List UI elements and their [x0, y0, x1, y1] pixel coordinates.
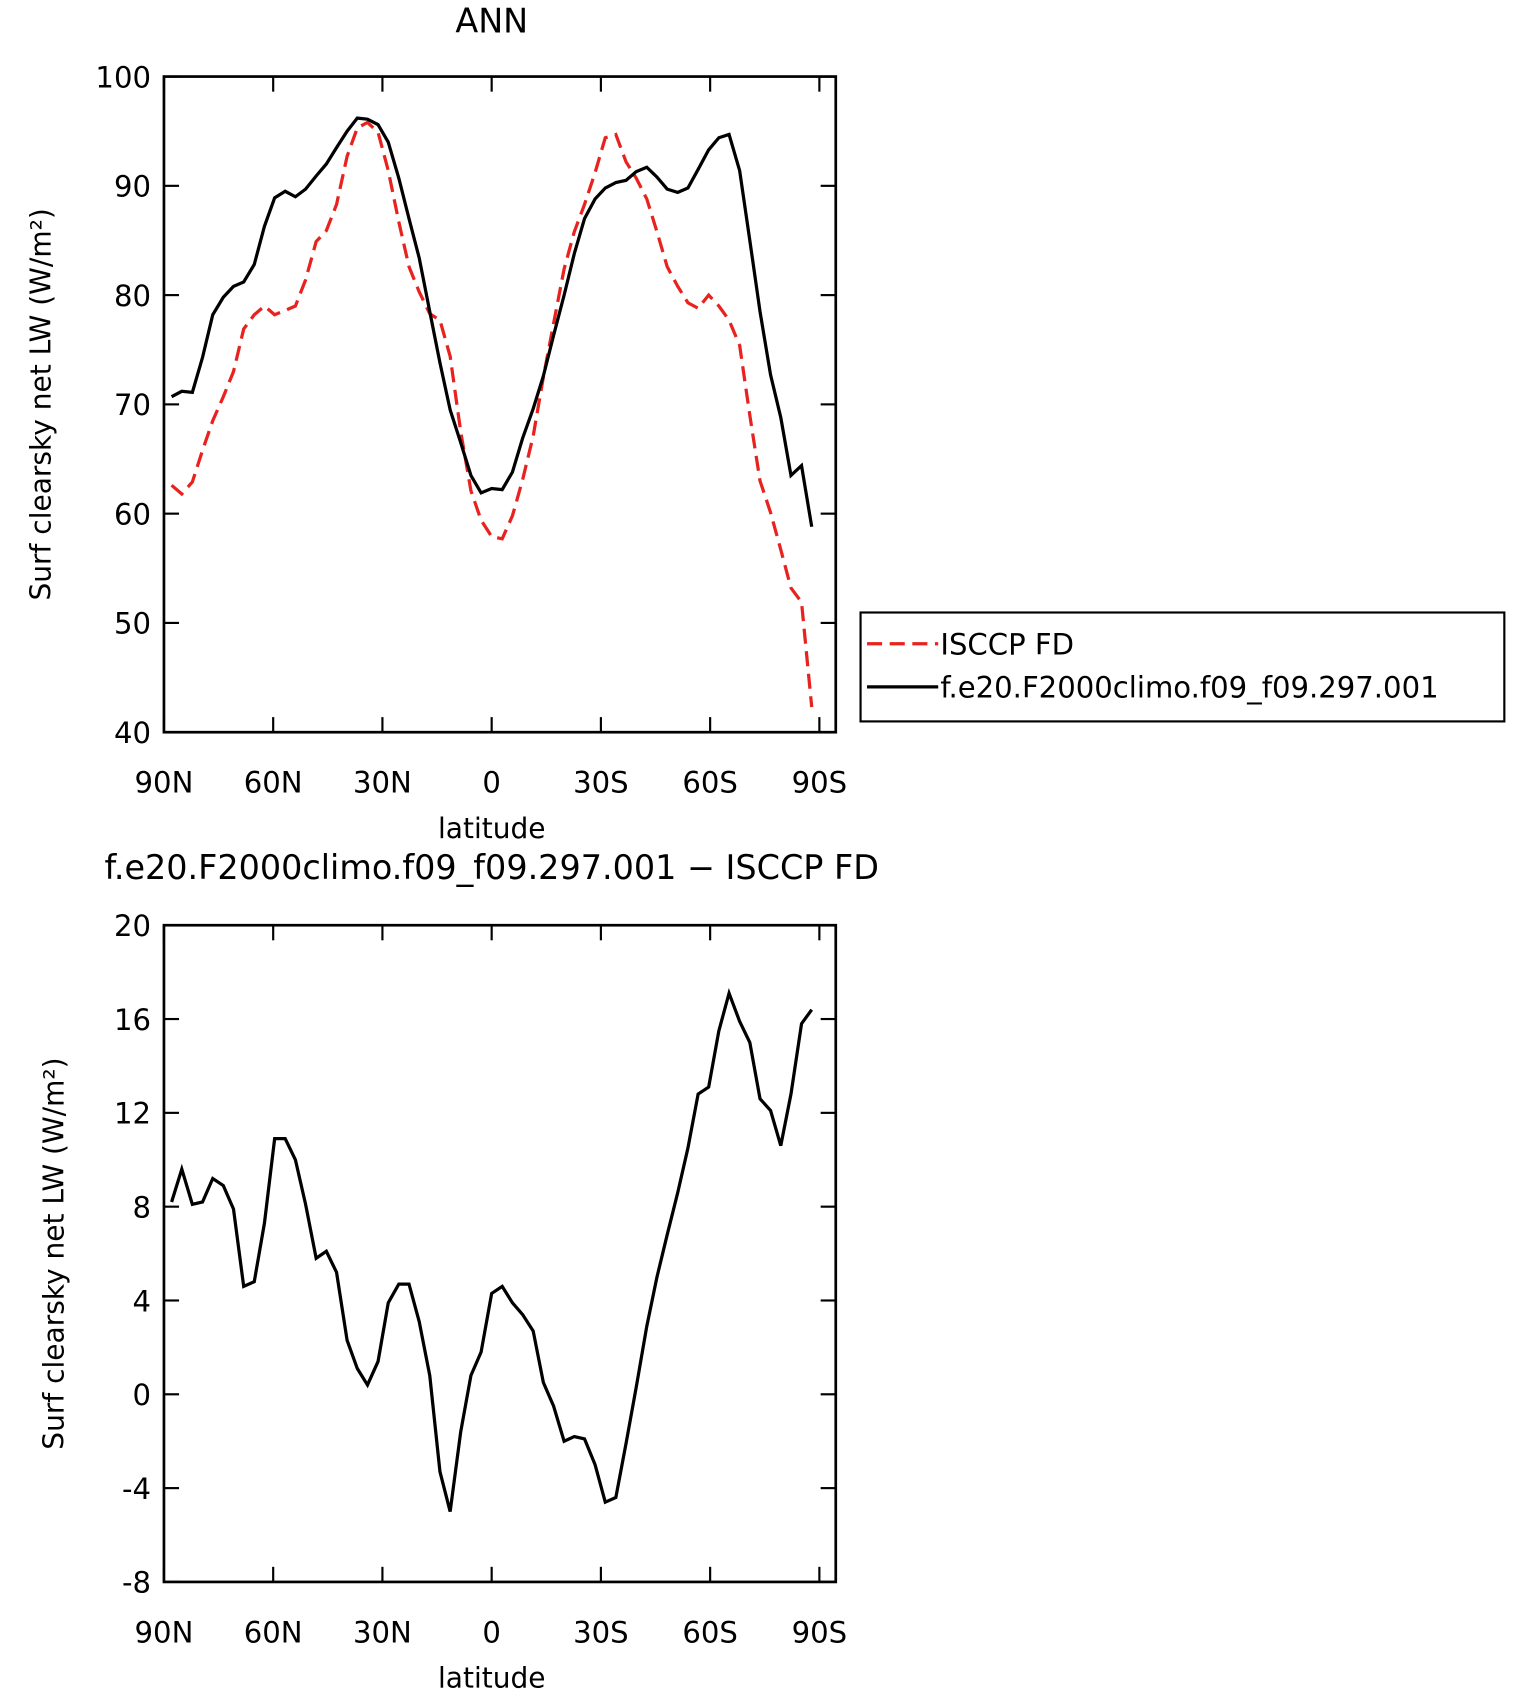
- chart-title: f.e20.F2000climo.f09_f09.297.001 − ISCCP…: [105, 848, 879, 887]
- y-tick-label: 0: [132, 1378, 151, 1412]
- legend-label: ISCCP FD: [940, 628, 1074, 662]
- x-tick-label: 30S: [573, 766, 629, 800]
- y-axis-label: Surf clearsky net LW (W/m²): [25, 208, 58, 600]
- data-line: [170, 987, 814, 1512]
- y-tick-label: -8: [122, 1566, 151, 1600]
- x-tick-label: 30N: [353, 766, 412, 800]
- y-tick-label: 8: [132, 1190, 151, 1224]
- x-tick-label: 90S: [792, 766, 848, 800]
- legend-box: [859, 611, 1506, 723]
- y-axis-label: Surf clearsky net LW (W/m²): [38, 1057, 71, 1449]
- y-tick-label: 50: [114, 607, 151, 641]
- data-line: [170, 120, 814, 708]
- y-tick-label: 100: [95, 60, 151, 94]
- data-line: [170, 116, 814, 528]
- x-tick-label: 90N: [135, 1615, 194, 1649]
- x-tick-label: 0: [482, 766, 501, 800]
- x-tick-label: 90S: [792, 1615, 848, 1649]
- y-tick-label: 80: [114, 279, 151, 313]
- x-tick-label: 60N: [244, 766, 303, 800]
- x-tick-label: 30N: [353, 1615, 412, 1649]
- x-axis-label: latitude: [438, 1662, 545, 1693]
- y-tick-label: 20: [114, 909, 151, 943]
- x-tick-label: 60S: [682, 766, 738, 800]
- plot-frame: [162, 75, 838, 734]
- x-tick-label: 90N: [135, 766, 194, 800]
- y-tick-label: 4: [132, 1284, 151, 1318]
- x-tick-label: 0: [482, 1615, 501, 1649]
- legend-label: f.e20.F2000climo.f09_f09.297.001: [940, 671, 1438, 705]
- y-tick-label: 40: [114, 716, 151, 750]
- y-tick-label: -4: [122, 1472, 151, 1506]
- y-tick-label: 90: [114, 170, 151, 204]
- y-tick-label: 16: [114, 1003, 151, 1037]
- x-axis-label: latitude: [438, 812, 545, 845]
- plot-frame: [162, 923, 838, 1584]
- y-tick-label: 12: [114, 1097, 151, 1131]
- x-tick-label: 30S: [573, 1615, 629, 1649]
- y-tick-label: 70: [114, 388, 151, 422]
- x-tick-label: 60S: [682, 1615, 738, 1649]
- chart-title: ANN: [455, 1, 528, 40]
- y-tick-label: 60: [114, 497, 151, 531]
- x-tick-label: 60N: [244, 1615, 303, 1649]
